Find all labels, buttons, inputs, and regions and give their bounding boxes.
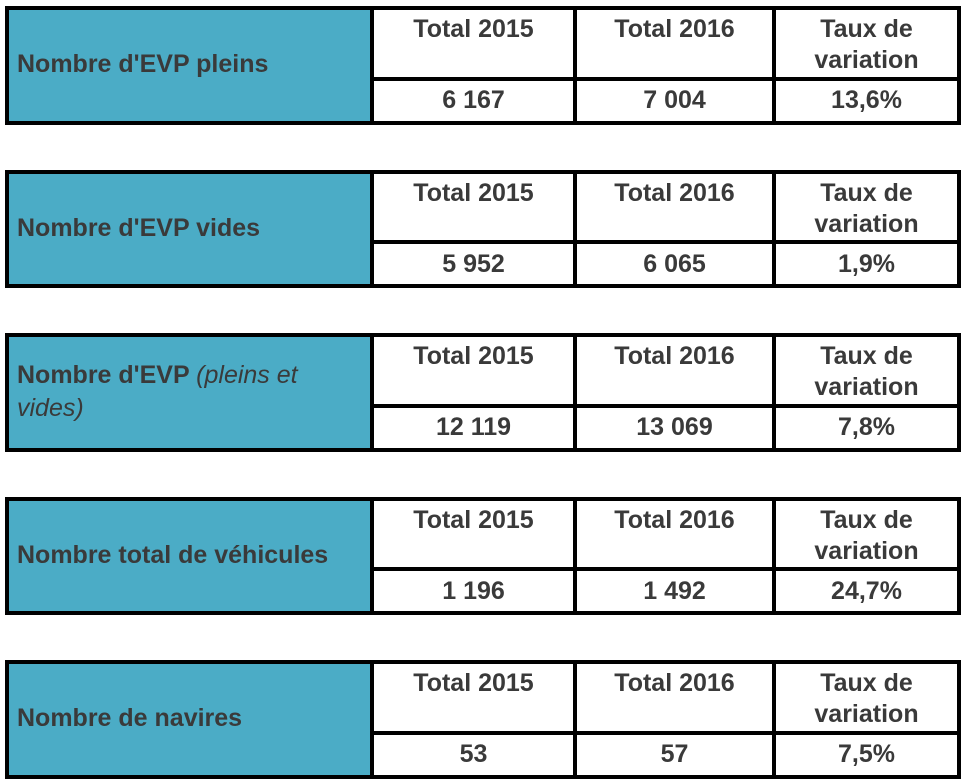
table-evp-total: Nombre d'EVP (pleins et vides) Total 201… bbox=[5, 333, 961, 452]
header-taux-variation: Taux de variation bbox=[772, 6, 961, 81]
table-navires: Nombre de navires Total 2015 Total 2016 … bbox=[5, 660, 961, 779]
row-label: Nombre d'EVP bbox=[17, 360, 190, 389]
header-taux-variation: Taux de variation bbox=[772, 333, 961, 408]
value-taux-variation: 7,8% bbox=[772, 403, 961, 452]
value-total-2016: 57 bbox=[573, 730, 776, 779]
row-label-note: (pleins et vides) bbox=[17, 360, 298, 423]
value-total-2016: 6 065 bbox=[573, 240, 776, 288]
header-total-2015: Total 2015 bbox=[370, 6, 577, 81]
value-taux-variation: 24,7% bbox=[772, 567, 961, 615]
value-taux-variation: 7,5% bbox=[772, 730, 961, 779]
value-total-2016: 7 004 bbox=[573, 76, 776, 125]
value-total-2015: 12 119 bbox=[370, 403, 577, 452]
header-taux-variation: Taux de variation bbox=[772, 496, 961, 571]
row-label-cell: Nombre d'EVP (pleins et vides) bbox=[5, 333, 374, 452]
value-total-2016: 13 069 bbox=[573, 403, 776, 452]
header-total-2015: Total 2015 bbox=[370, 496, 577, 571]
table-vehicules: Nombre total de véhicules Total 2015 Tot… bbox=[5, 496, 961, 615]
value-total-2015: 53 bbox=[370, 730, 577, 779]
header-total-2016: Total 2016 bbox=[573, 660, 776, 735]
value-taux-variation: 13,6% bbox=[772, 76, 961, 125]
header-total-2016: Total 2016 bbox=[573, 496, 776, 571]
row-label-cell: Nombre d'EVP vides bbox=[5, 169, 374, 288]
value-taux-variation: 1,9% bbox=[772, 240, 961, 288]
row-label: Nombre d'EVP vides bbox=[17, 213, 261, 242]
row-label: Nombre de navires bbox=[17, 704, 243, 733]
table-evp-vides: Nombre d'EVP vides Total 2015 Total 2016… bbox=[5, 169, 961, 288]
row-label-cell: Nombre de navires bbox=[5, 660, 374, 779]
value-total-2015: 5 952 bbox=[370, 240, 577, 288]
value-total-2016: 1 492 bbox=[573, 567, 776, 615]
header-total-2016: Total 2016 bbox=[573, 333, 776, 408]
header-total-2015: Total 2015 bbox=[370, 169, 577, 244]
header-total-2015: Total 2015 bbox=[370, 660, 577, 735]
header-taux-variation: Taux de variation bbox=[772, 660, 961, 735]
header-total-2016: Total 2016 bbox=[573, 6, 776, 81]
row-label-cell: Nombre d'EVP pleins bbox=[5, 6, 374, 125]
row-label-cell: Nombre total de véhicules bbox=[5, 496, 374, 615]
header-taux-variation: Taux de variation bbox=[772, 169, 961, 244]
value-total-2015: 6 167 bbox=[370, 76, 577, 125]
header-total-2015: Total 2015 bbox=[370, 333, 577, 408]
table-evp-pleins: Nombre d'EVP pleins Total 2015 Total 201… bbox=[5, 6, 961, 125]
header-total-2016: Total 2016 bbox=[573, 169, 776, 244]
row-label: Nombre d'EVP pleins bbox=[17, 50, 269, 79]
row-label: Nombre total de véhicules bbox=[17, 540, 329, 569]
value-total-2015: 1 196 bbox=[370, 567, 577, 615]
